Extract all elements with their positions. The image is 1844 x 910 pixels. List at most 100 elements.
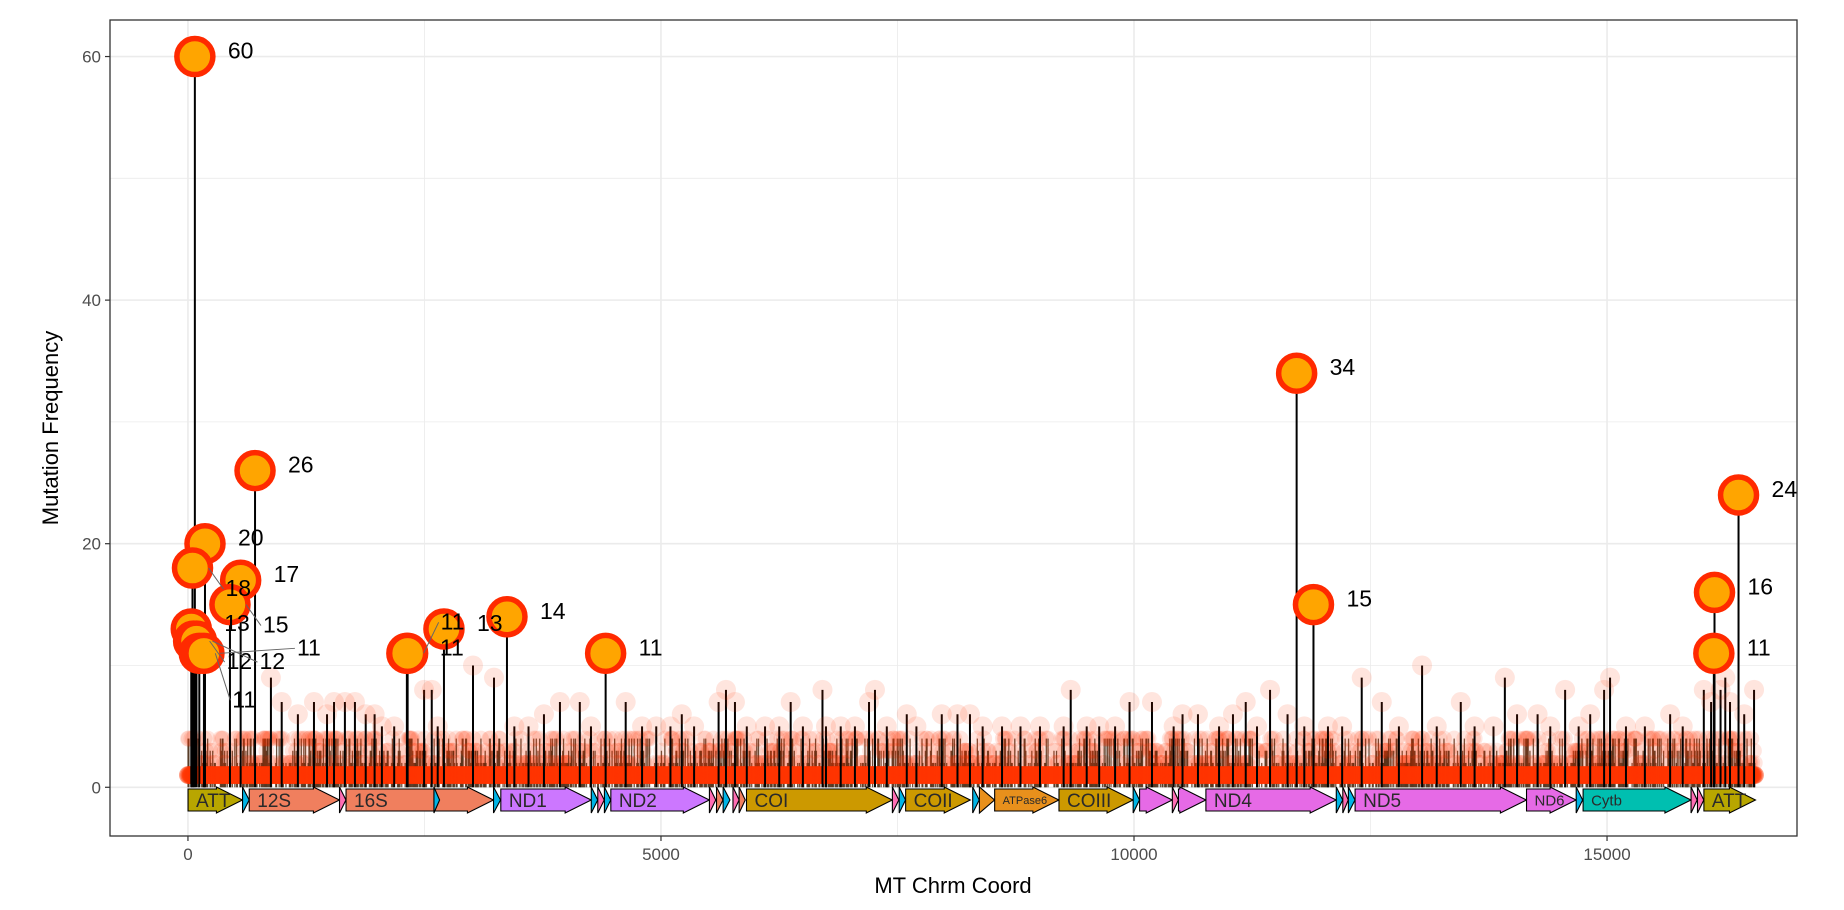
point-label: 18: [225, 575, 251, 601]
gene-arrow: [1205, 786, 1338, 814]
background-point: [1464, 716, 1485, 737]
gene-arrow: [1525, 786, 1578, 814]
low-frequency-point: [1611, 730, 1628, 747]
background-point: [646, 716, 667, 737]
gene-label: 16S: [354, 791, 388, 812]
low-frequency-point: [1132, 730, 1149, 747]
background-point: [1317, 716, 1338, 737]
background-point: [427, 716, 448, 737]
low-frequency-point: [327, 730, 344, 747]
low-frequency-point: [1664, 742, 1681, 759]
background-point: [1187, 704, 1208, 725]
background-point: [972, 716, 993, 737]
highlight-point: [1693, 632, 1735, 675]
gene-label: Cytb: [1591, 792, 1622, 809]
low-frequency-point: [1476, 742, 1493, 759]
low-frequency-point: [1686, 730, 1703, 747]
low-frequency-point: [632, 730, 649, 747]
background-point: [715, 679, 736, 700]
background-point: [906, 716, 927, 737]
low-frequency-point: [415, 742, 432, 759]
low-frequency-point: [1389, 730, 1406, 747]
background-point: [1660, 704, 1681, 725]
low-frequency-point: [1191, 730, 1208, 747]
background-point: [533, 704, 554, 725]
low-frequency-point: [202, 742, 219, 759]
background-point: [364, 704, 385, 725]
low-frequency-point: [935, 730, 952, 747]
gene-label: COIII: [1067, 791, 1111, 812]
low-frequency-point: [1704, 742, 1721, 759]
low-frequency-point: [525, 730, 542, 747]
point-label: 20: [238, 525, 264, 551]
background-point: [421, 679, 442, 700]
gene-arrow: [1335, 786, 1344, 814]
low-frequency-point: [445, 742, 462, 759]
low-frequency-point: [784, 730, 801, 747]
low-frequency-point: [204, 742, 221, 759]
highlight-point: [1717, 474, 1760, 516]
point-label: 15: [263, 612, 289, 638]
highlight-point: [234, 449, 276, 492]
low-frequency-point: [1303, 730, 1320, 747]
label-leader-line: [219, 647, 295, 654]
low-frequency-point: [671, 730, 688, 747]
low-frequency-point: [1618, 742, 1635, 759]
background-point: [1053, 716, 1074, 737]
x-tick-label: 5000: [642, 845, 680, 864]
gene-arrow: [905, 786, 972, 814]
low-frequency-point: [923, 730, 940, 747]
gene-label: ND5: [1363, 791, 1401, 812]
plot-panel-border: [109, 19, 1798, 837]
background-point: [1527, 704, 1548, 725]
low-frequency-point: [873, 742, 890, 759]
low-frequency-point: [1579, 730, 1596, 747]
label-leader-line: [214, 653, 231, 701]
background-point: [1235, 692, 1256, 713]
low-frequency-point: [1208, 730, 1225, 747]
low-frequency-point: [892, 730, 909, 747]
low-frequency-point: [307, 730, 324, 747]
gene-arrow: [1347, 786, 1356, 814]
low-frequency-point: [1544, 742, 1561, 759]
low-frequency-point: [1371, 742, 1388, 759]
low-frequency-point: [1045, 742, 1062, 759]
gene-label: COI: [755, 791, 789, 812]
low-frequency-point: [261, 730, 278, 747]
low-frequency-point: [1030, 730, 1047, 747]
low-frequency-point: [1264, 742, 1281, 759]
low-frequency-point: [879, 730, 896, 747]
background-point: [1568, 716, 1589, 737]
low-frequency-point: [1388, 730, 1405, 747]
highlight-point: [1292, 583, 1335, 626]
background-point: [1351, 667, 1372, 688]
gene-arrow: [745, 786, 894, 814]
point-label: 34: [1330, 354, 1356, 380]
low-frequency-point: [808, 742, 825, 759]
gene-arrow: [1139, 786, 1174, 814]
low-frequency-point: [623, 730, 640, 747]
low-frequency-point: [417, 742, 434, 759]
background-point: [671, 704, 692, 725]
low-frequency-point: [328, 730, 345, 747]
background-point: [1672, 716, 1693, 737]
background-points: [260, 655, 1765, 788]
low-frequency-point: [697, 730, 714, 747]
low-frequency-point: [1464, 730, 1481, 747]
gene-arrow: [610, 786, 711, 814]
low-frequency-point: [918, 730, 935, 747]
background-point: [484, 667, 505, 688]
low-frequency-point: [409, 730, 426, 747]
gene-arrow: [1342, 786, 1349, 814]
low-frequency-point: [458, 730, 475, 747]
low-frequency-point: [1519, 730, 1536, 747]
low-frequency-point: [1435, 730, 1452, 747]
low-frequency-point: [1038, 730, 1055, 747]
background-point: [1483, 716, 1504, 737]
point-label: 11: [232, 686, 256, 712]
low-frequency-point: [1743, 730, 1760, 747]
highlight-point: [486, 596, 528, 638]
low-frequency-point: [838, 730, 855, 747]
low-frequency-band: [179, 730, 1764, 788]
low-frequency-point: [1017, 742, 1034, 759]
